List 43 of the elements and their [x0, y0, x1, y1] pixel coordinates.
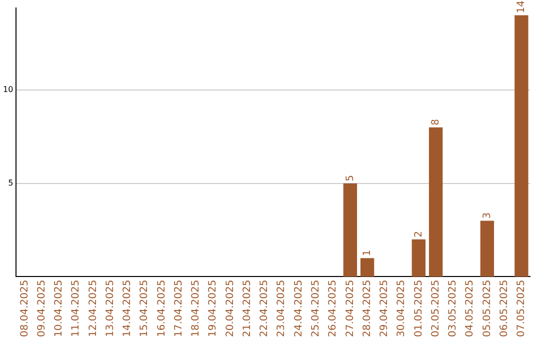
x-tick-label: 02.05.2025 — [430, 280, 442, 338]
x-tick-label: 28.04.2025 — [362, 280, 373, 338]
data-label: 8 — [430, 118, 442, 126]
y-tick-label: 10 — [2, 85, 14, 94]
bar — [412, 239, 426, 277]
x-tick-label: 03.05.2025 — [448, 280, 459, 338]
bar — [428, 127, 443, 277]
data-label: 5 — [344, 174, 356, 182]
x-tick-label: 15.04.2025 — [139, 280, 150, 338]
x-tick-label: 16.04.2025 — [156, 280, 168, 338]
bar — [343, 183, 358, 277]
x-tick-label: 25.04.2025 — [310, 280, 322, 338]
data-label: 3 — [482, 212, 493, 219]
x-tick-label: 18.04.2025 — [190, 280, 202, 338]
x-tick-label: 23.04.2025 — [276, 280, 288, 338]
x-tick-label: 30.04.2025 — [396, 280, 408, 338]
bar — [360, 258, 374, 277]
x-tick-label: 04.05.2025 — [464, 280, 476, 338]
x-tick-label: 07.05.2025 — [516, 280, 528, 338]
x-tick-label: 29.04.2025 — [379, 280, 390, 338]
x-tick-label: 17.04.2025 — [173, 280, 184, 338]
x-tick-label: 22.04.2025 — [259, 280, 270, 338]
x-tick-label: 27.04.2025 — [344, 280, 356, 338]
data-label: 2 — [413, 231, 424, 238]
data-label: 1 — [362, 250, 373, 256]
x-tick-label: 20.04.2025 — [224, 280, 236, 338]
x-tick-label: 14.04.2025 — [122, 280, 134, 338]
x-tick-label: 09.04.2025 — [36, 280, 48, 338]
x-tick-label: 19.04.2025 — [208, 280, 219, 338]
data-label: 14 — [516, 0, 528, 14]
x-tick-label: 01.05.2025 — [413, 280, 424, 338]
bar — [480, 220, 494, 277]
x-tick-label: 11.04.2025 — [70, 280, 82, 338]
bar — [514, 15, 528, 277]
x-tick-label: 12.04.2025 — [88, 280, 99, 338]
x-tick-label: 08.04.2025 — [19, 280, 30, 338]
x-tick-label: 26.04.2025 — [328, 280, 339, 338]
x-tick-label: 24.04.2025 — [293, 280, 304, 338]
x-tick-label: 06.05.2025 — [498, 280, 510, 338]
x-tick-label: 21.04.2025 — [242, 280, 253, 338]
x-tick-label: 13.04.2025 — [104, 280, 116, 338]
x-tick-label: 05.05.2025 — [482, 280, 493, 338]
x-tick-label: 10.04.2025 — [54, 280, 65, 338]
